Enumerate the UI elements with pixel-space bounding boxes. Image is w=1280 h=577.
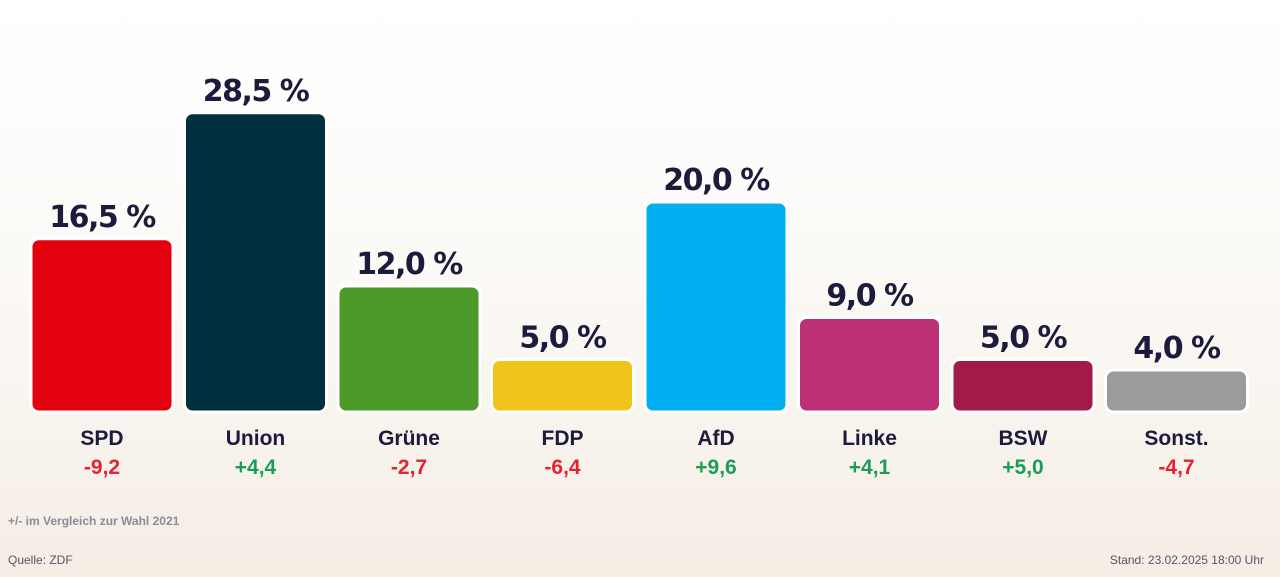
change-label-union: +4,4 [235, 456, 277, 479]
value-label-sonst: 4,0 % [1133, 331, 1221, 366]
change-label-grne: -2,7 [391, 456, 427, 479]
category-label-fdp: FDP [542, 427, 584, 450]
bar-spd [29, 237, 175, 414]
value-label-spd: 16,5 % [49, 200, 156, 235]
bar-grne [336, 284, 482, 414]
category-label-spd: SPD [80, 427, 123, 450]
category-label-sonst: Sonst. [1144, 427, 1208, 450]
value-label-linke: 9,0 % [826, 279, 914, 314]
category-label-union: Union [226, 427, 285, 450]
bar-fdp [490, 358, 635, 414]
bar-afd [643, 200, 789, 414]
source-label: Quelle: ZDF [8, 553, 73, 567]
change-label-afd: +9,6 [695, 456, 736, 479]
change-label-fdp: -6,4 [544, 456, 581, 479]
value-label-grne: 12,0 % [356, 247, 463, 282]
bar-bsw [950, 358, 1096, 414]
bar-linke [797, 316, 942, 414]
category-label-grne: Grüne [378, 427, 440, 450]
comparison-note: +/- im Vergleich zur Wahl 2021 [8, 514, 180, 528]
category-label-linke: Linke [842, 427, 897, 450]
category-label-bsw: BSW [999, 427, 1048, 450]
value-label-union: 28,5 % [203, 74, 310, 109]
bar-union [183, 111, 328, 414]
change-label-linke: +4,1 [849, 456, 891, 479]
value-label-afd: 20,0 % [663, 163, 770, 198]
value-label-fdp: 5,0 % [519, 321, 607, 356]
bar-sonst [1104, 368, 1249, 414]
category-label-afd: AfD [697, 427, 734, 450]
change-label-spd: -9,2 [84, 456, 120, 479]
change-label-bsw: +5,0 [1002, 456, 1043, 479]
value-label-bsw: 5,0 % [980, 321, 1068, 356]
change-label-sonst: -4,7 [1158, 456, 1194, 479]
timestamp-label: Stand: 23.02.2025 18:00 Uhr [1109, 553, 1264, 567]
